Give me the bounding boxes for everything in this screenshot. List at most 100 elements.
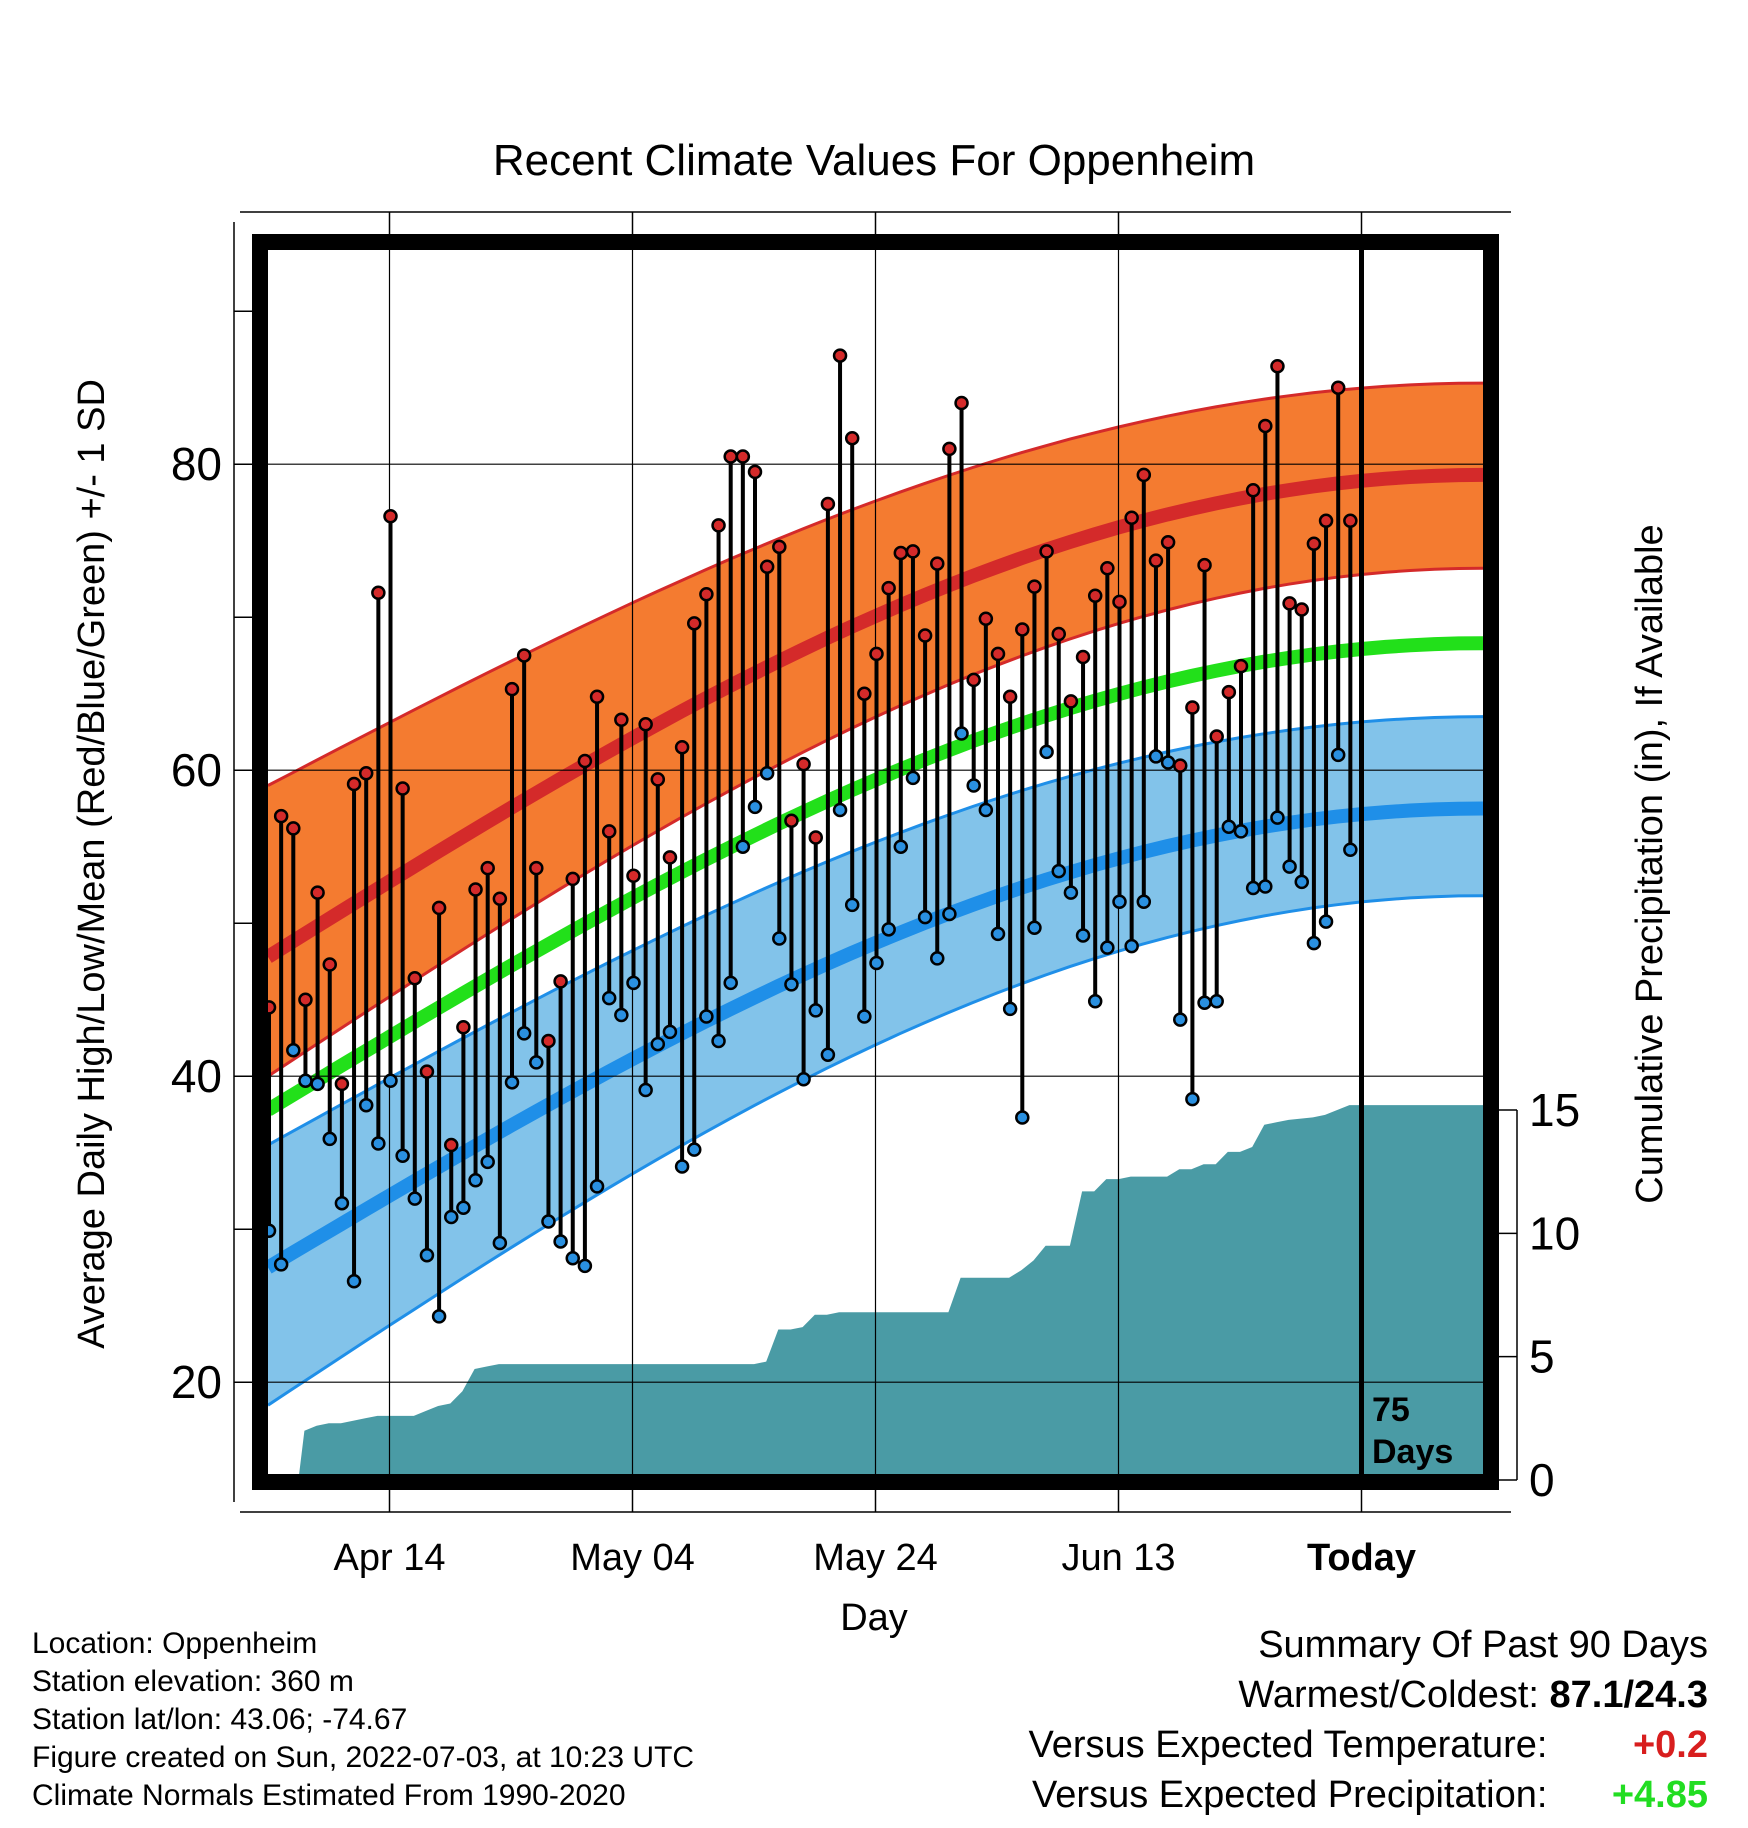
daily-high-point: [589, 689, 605, 705]
daily-low-point: [614, 1007, 629, 1023]
daily-low-point: [1075, 928, 1091, 943]
daily-high-point: [346, 776, 362, 792]
daily-low-point: [723, 975, 738, 991]
daily-high-point: [1233, 658, 1249, 674]
x-tick-label: Today: [1307, 1537, 1416, 1579]
daily-high-point: [601, 824, 617, 839]
daily-low-point: [784, 977, 799, 992]
daily-low-point: [419, 1247, 435, 1263]
daily-high-point: [419, 1064, 435, 1079]
created-text: Figure created on Sun, 2022-07-03, at 10…: [32, 1741, 695, 1774]
daily-high-point: [638, 717, 653, 732]
daily-high-point: [1343, 513, 1358, 529]
daily-low-point: [407, 1191, 423, 1206]
daily-low-point: [553, 1234, 568, 1249]
daily-high-point: [893, 545, 909, 561]
daily-high-point: [626, 868, 641, 884]
daily-high-point: [1148, 553, 1164, 568]
daily-high-point: [358, 766, 374, 781]
daily-low-point: [674, 1159, 690, 1174]
daily-high-point: [541, 1033, 556, 1049]
daily-low-point: [1245, 880, 1261, 896]
daily-high-point: [662, 850, 678, 865]
daily-low-point: [346, 1273, 362, 1289]
daily-low-point: [1330, 747, 1346, 763]
daily-high-point: [1002, 689, 1018, 705]
daily-low-point: [1318, 914, 1334, 929]
daily-low-point: [1343, 842, 1358, 858]
daily-low-point: [1124, 938, 1139, 954]
daily-high-point: [1160, 534, 1176, 550]
daily-high-point: [772, 539, 787, 555]
daily-high-point: [1245, 482, 1261, 498]
daily-low-point: [310, 1076, 325, 1092]
x-tick-label: Apr 14: [334, 1537, 446, 1579]
daily-low-point: [456, 1200, 471, 1216]
normals-text: Climate Normals Estimated From 1990-2020: [32, 1779, 626, 1812]
daily-high-point: [966, 672, 981, 688]
location-text: Location: Oppenheim: [32, 1627, 318, 1660]
daily-low-point: [1282, 859, 1297, 874]
x-axis-label: Day: [840, 1597, 908, 1639]
temp-label: Versus Expected Temperature:: [1028, 1724, 1548, 1766]
latlon-text: Station lat/lon: 43.06; -74.67: [32, 1703, 408, 1736]
daily-low-point: [1063, 885, 1079, 900]
daily-low-point: [917, 909, 933, 925]
daily-low-point: [954, 726, 969, 741]
daily-high-point: [784, 813, 799, 828]
daily-low-point: [383, 1073, 398, 1089]
daily-low-point: [1185, 1091, 1200, 1107]
daily-low-point: [844, 897, 860, 913]
daily-high-point: [930, 556, 945, 571]
today-days-unit: Days: [1372, 1433, 1453, 1471]
daily-high-point: [504, 681, 520, 697]
daily-high-point: [1282, 596, 1297, 611]
elevation-text: Station elevation: 360 m: [32, 1665, 354, 1698]
daily-high-point: [1039, 544, 1054, 559]
daily-high-point: [553, 974, 568, 989]
daily-high-point: [699, 587, 714, 602]
daily-low-point: [1233, 824, 1249, 839]
daily-high-point: [881, 580, 896, 596]
daily-low-point: [1270, 810, 1285, 825]
daily-low-point: [273, 1257, 289, 1272]
y-left-tick-label: 20: [171, 1356, 222, 1408]
daily-low-point: [711, 1033, 726, 1049]
daily-low-point: [1197, 995, 1212, 1011]
daily-low-point: [468, 1172, 483, 1188]
daily-low-point: [1002, 1001, 1018, 1017]
daily-low-point: [371, 1136, 386, 1151]
daily-high-point: [1209, 729, 1224, 744]
daily-high-point: [456, 1019, 471, 1035]
daily-low-point: [699, 1009, 714, 1024]
daily-high-point: [286, 821, 301, 836]
daily-low-point: [1258, 879, 1273, 894]
daily-high-point: [917, 628, 933, 643]
daily-low-point: [881, 922, 896, 937]
daily-high-point: [516, 648, 532, 663]
daily-low-point: [1221, 819, 1237, 835]
daily-low-point: [516, 1026, 532, 1041]
daily-low-point: [1173, 1012, 1188, 1027]
daily-low-point: [662, 1024, 678, 1040]
daily-high-point: [1015, 622, 1030, 637]
daily-high-point: [371, 585, 386, 600]
daily-high-point: [820, 496, 836, 512]
daily-high-point: [1087, 588, 1103, 604]
y-right-tick-label: 15: [1529, 1084, 1580, 1136]
daily-high-point: [468, 882, 483, 897]
daily-high-point: [857, 686, 872, 701]
daily-high-point: [990, 646, 1006, 662]
daily-low-point: [529, 1055, 544, 1070]
daily-low-point: [601, 990, 617, 1006]
axes: 20 40 60 80 0 5 10 15 Apr 14 May 04 May 24 Jun 13 To…: [171, 211, 1580, 1579]
daily-low-point: [492, 1235, 508, 1251]
daily-high-point: [322, 957, 337, 972]
daily-low-point: [541, 1214, 556, 1229]
daily-high-point: [310, 885, 325, 900]
daily-high-point: [905, 544, 921, 559]
daily-low-point: [1148, 749, 1164, 764]
x-tick-label: Jun 13: [1061, 1537, 1175, 1579]
daily-high-point: [1100, 560, 1115, 576]
